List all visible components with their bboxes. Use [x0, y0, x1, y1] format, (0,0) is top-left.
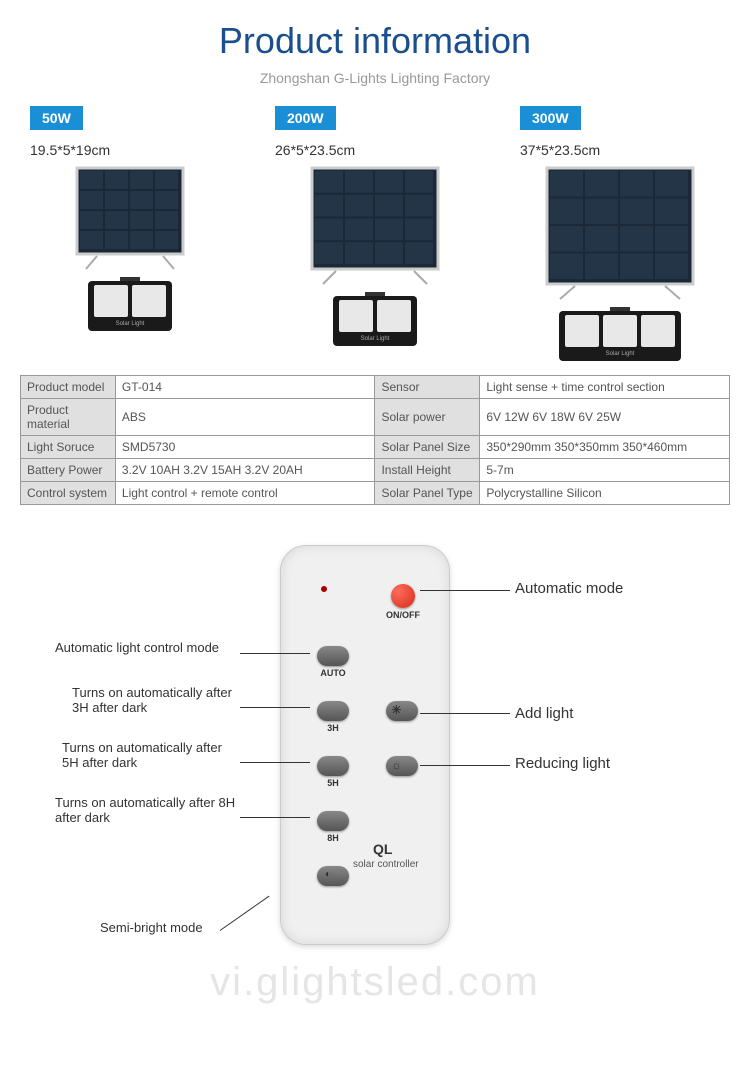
- spec-label: Install Height: [375, 459, 480, 482]
- wattage-badge: 300W: [520, 106, 581, 130]
- callout-auto-mode: Automatic mode: [515, 580, 623, 597]
- remote-brand-sub: solar controller: [353, 859, 419, 870]
- spec-value: Light sense + time control section: [480, 376, 730, 399]
- flood-light-icon: Solar Light: [88, 277, 172, 335]
- variant-200W: 200W 26*5*23.5cm Solar Light: [275, 106, 475, 365]
- page-title: Product information: [0, 20, 750, 62]
- line: [240, 707, 310, 708]
- addlight-icon: ☀: [391, 703, 402, 717]
- semi-button: [317, 866, 349, 886]
- variants-row: 50W 19.5*5*19cm Solar Light 200W 26*5*23…: [0, 96, 750, 365]
- remote-section: ON/OFF AUTO 3H ☀ 5H ☼ 8H ◐ QL solar cont…: [0, 535, 750, 1015]
- subtitle: Zhongshan G-Lights Lighting Factory: [0, 70, 750, 86]
- variant-300W: 300W 37*5*23.5cm Solar Light: [520, 106, 720, 365]
- spec-label: Product material: [21, 399, 116, 436]
- dimensions-text: 37*5*23.5cm: [520, 142, 720, 158]
- spec-value: 350*290mm 350*350mm 350*460mm: [480, 436, 730, 459]
- table-row: Battery Power 3.2V 10AH 3.2V 15AH 3.2V 2…: [21, 459, 730, 482]
- callout-5h: Turns on automatically after 5H after da…: [62, 740, 242, 770]
- line: [420, 590, 510, 591]
- onoff-label: ON/OFF: [381, 610, 425, 620]
- h3-label: 3H: [317, 723, 349, 733]
- h5-label: 5H: [317, 778, 349, 788]
- remote-brand: QL: [373, 841, 392, 857]
- solar-panel-icon: [545, 166, 695, 301]
- onoff-button: [391, 584, 415, 608]
- spec-label: Light Soruce: [21, 436, 116, 459]
- flood-light-icon: Solar Light: [333, 292, 417, 350]
- spec-label: Solar Panel Size: [375, 436, 480, 459]
- callout-light-ctrl: Automatic light control mode: [55, 640, 219, 655]
- wattage-badge: 200W: [275, 106, 336, 130]
- solar-panel-icon: [310, 166, 440, 286]
- header: Product information Zhongshan G-Lights L…: [0, 0, 750, 96]
- h5-button: [317, 756, 349, 776]
- callout-8h: Turns on automatically after 8H after da…: [55, 795, 245, 825]
- redlight-icon: ☼: [391, 758, 402, 772]
- line: [240, 762, 310, 763]
- line: [240, 817, 310, 818]
- table-row: Product model GT-014 Sensor Light sense …: [21, 376, 730, 399]
- spec-value: 3.2V 10AH 3.2V 15AH 3.2V 20AH: [115, 459, 375, 482]
- callout-3h: Turns on automatically after 3H after da…: [72, 685, 242, 715]
- callout-add-light: Add light: [515, 705, 573, 722]
- svg-text:Solar Light: Solar Light: [361, 336, 390, 342]
- svg-text:Solar Light: Solar Light: [606, 351, 635, 357]
- spec-label: Battery Power: [21, 459, 116, 482]
- table-row: Light Soruce SMD5730 Solar Panel Size 35…: [21, 436, 730, 459]
- table-row: Control system Light control + remote co…: [21, 482, 730, 505]
- spec-label: Sensor: [375, 376, 480, 399]
- auto-label: AUTO: [317, 668, 349, 678]
- spec-value: SMD5730: [115, 436, 375, 459]
- auto-button: [317, 646, 349, 666]
- dimensions-text: 19.5*5*19cm: [30, 142, 230, 158]
- spec-label: Product model: [21, 376, 116, 399]
- spec-value: GT-014: [115, 376, 375, 399]
- spec-value: Light control + remote control: [115, 482, 375, 505]
- wattage-badge: 50W: [30, 106, 83, 130]
- h8-button: [317, 811, 349, 831]
- callout-semi: Semi-bright mode: [100, 920, 203, 935]
- spec-value: ABS: [115, 399, 375, 436]
- variant-50W: 50W 19.5*5*19cm Solar Light: [30, 106, 230, 365]
- semi-icon: ◐: [325, 869, 331, 880]
- table-row: Product material ABS Solar power 6V 12W …: [21, 399, 730, 436]
- flood-light-icon: Solar Light: [559, 307, 681, 365]
- spec-label: Solar Panel Type: [375, 482, 480, 505]
- spec-value: 5-7m: [480, 459, 730, 482]
- dimensions-text: 26*5*23.5cm: [275, 142, 475, 158]
- solar-panel-icon: [75, 166, 185, 271]
- spec-value: Polycrystalline Silicon: [480, 482, 730, 505]
- line: [420, 765, 510, 766]
- spec-table: Product model GT-014 Sensor Light sense …: [20, 375, 730, 505]
- line: [240, 653, 310, 654]
- line: [220, 896, 270, 931]
- callout-red-light: Reducing light: [515, 755, 610, 772]
- spec-label: Control system: [21, 482, 116, 505]
- spec-value: 6V 12W 6V 18W 6V 25W: [480, 399, 730, 436]
- watermark: vi.glightsled.com: [0, 960, 750, 1005]
- remote-body: ON/OFF AUTO 3H ☀ 5H ☼ 8H ◐ QL solar cont…: [280, 545, 450, 945]
- led-indicator: [321, 586, 327, 592]
- spec-label: Solar power: [375, 399, 480, 436]
- line: [420, 713, 510, 714]
- svg-text:Solar Light: Solar Light: [116, 321, 145, 327]
- h8-label: 8H: [317, 833, 349, 843]
- h3-button: [317, 701, 349, 721]
